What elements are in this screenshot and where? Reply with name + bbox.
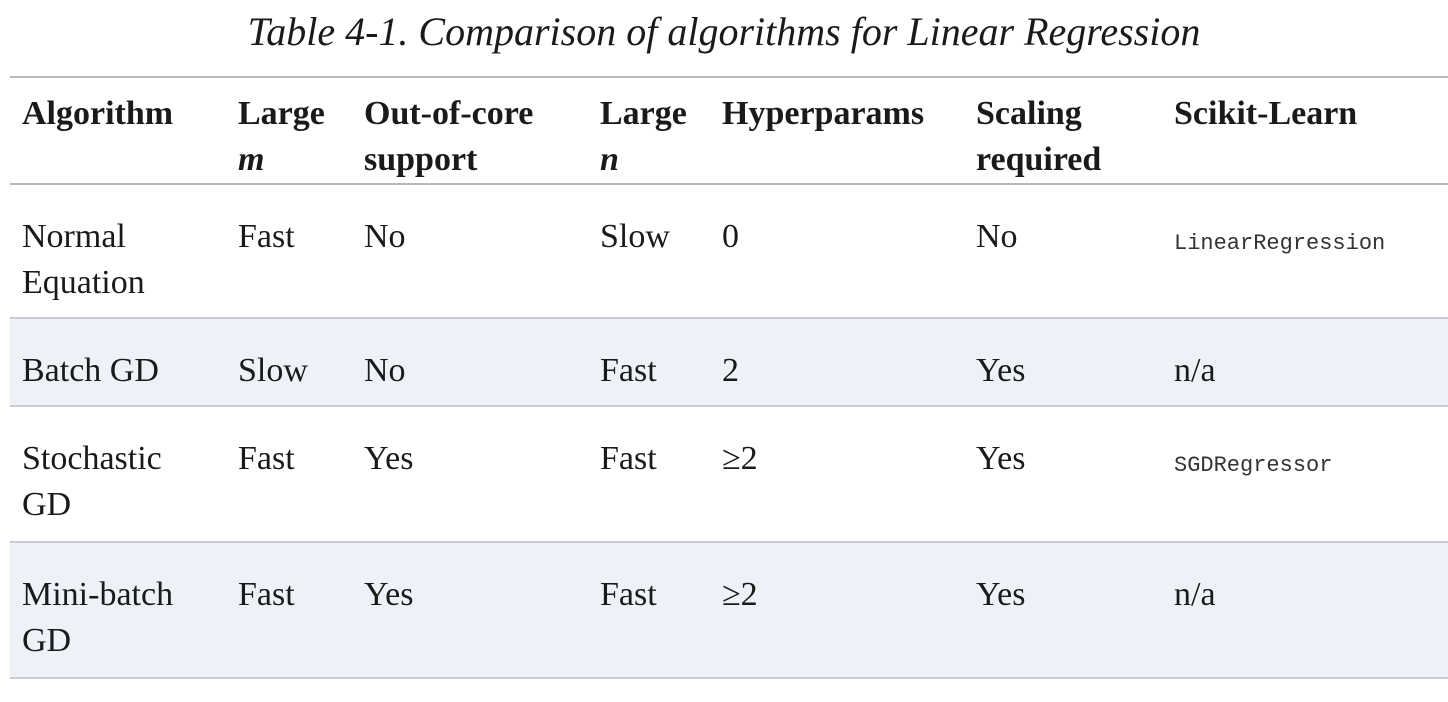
header-out-of-core-line2: support	[364, 141, 478, 178]
cell-hyperparams: 2	[722, 352, 739, 389]
table-row: Normal Equation Fast No Slow 0 No Linear…	[10, 184, 1448, 318]
header-out-of-core-line1: Out-of-core	[364, 95, 534, 132]
cell-large-m: Fast	[238, 218, 295, 255]
cell-large-m: Slow	[238, 352, 308, 389]
cell-algorithm-line2: GD	[22, 486, 72, 523]
table-row: Mini-batch GD Fast Yes Fast ≥2 Yes n/a	[10, 542, 1448, 678]
cell-scaling: Yes	[976, 352, 1026, 389]
cell-algorithm-line1: Batch GD	[22, 352, 159, 389]
cell-scikit-learn: n/a	[1174, 352, 1216, 389]
header-scaling-line2: required	[976, 141, 1102, 178]
cell-scikit-learn: SGDRegressor	[1174, 453, 1333, 478]
cell-algorithm-line2: GD	[22, 622, 72, 659]
comparison-table: Algorithm Large m Out-of-core support La…	[10, 76, 1448, 679]
cell-hyperparams: 0	[722, 218, 739, 255]
table-body: Normal Equation Fast No Slow 0 No Linear…	[10, 184, 1448, 678]
header-out-of-core: Out-of-core support	[352, 77, 588, 184]
table-row: Stochastic GD Fast Yes Fast ≥2 Yes SGDRe…	[10, 406, 1448, 542]
cell-scaling: Yes	[976, 440, 1026, 477]
cell-scikit-learn: n/a	[1174, 576, 1216, 613]
cell-large-n: Fast	[600, 352, 657, 389]
cell-large-n: Fast	[600, 440, 657, 477]
header-large-n-line2: n	[600, 141, 619, 178]
cell-out-of-core: Yes	[364, 576, 414, 613]
cell-algorithm: Mini-batch GD	[10, 542, 226, 678]
header-large-m-line1: Large	[238, 95, 325, 132]
cell-algorithm: Stochastic GD	[10, 406, 226, 542]
table-caption: Table 4-1. Comparison of algorithms for …	[247, 9, 1201, 54]
cell-large-n: Slow	[600, 218, 670, 255]
cell-hyperparams: ≥2	[722, 576, 758, 613]
cell-hyperparams: ≥2	[722, 440, 758, 477]
header-large-n-line1: Large	[600, 95, 687, 132]
header-scikit-learn: Scikit-Learn	[1174, 95, 1358, 132]
cell-algorithm-line2: Equation	[22, 264, 145, 301]
header-scaling: Scaling required	[964, 77, 1162, 184]
header-large-m: Large m	[226, 77, 352, 184]
header-large-n: Large n	[588, 77, 710, 184]
cell-algorithm: Normal Equation	[10, 184, 226, 318]
table-row: Batch GD Slow No Fast 2 Yes n/a	[10, 318, 1448, 406]
cell-out-of-core: No	[364, 218, 406, 255]
header-algorithm: Algorithm	[22, 95, 174, 132]
cell-algorithm-line1: Stochastic	[22, 440, 162, 477]
cell-algorithm-line1: Mini-batch	[22, 576, 174, 613]
header-row: Algorithm Large m Out-of-core support La…	[10, 77, 1448, 184]
header-large-m-line2: m	[238, 141, 265, 178]
table-header: Algorithm Large m Out-of-core support La…	[10, 77, 1448, 184]
cell-algorithm: Batch GD	[10, 318, 226, 406]
cell-scikit-learn: LinearRegression	[1174, 231, 1386, 256]
cell-scaling: Yes	[976, 576, 1026, 613]
cell-large-n: Fast	[600, 576, 657, 613]
cell-scaling: No	[976, 218, 1018, 255]
cell-large-m: Fast	[238, 440, 295, 477]
header-scaling-line1: Scaling	[976, 95, 1082, 132]
cell-out-of-core: No	[364, 352, 406, 389]
header-hyperparams: Hyperparams	[722, 95, 925, 132]
cell-large-m: Fast	[238, 576, 295, 613]
cell-algorithm-line1: Normal	[22, 218, 126, 255]
cell-out-of-core: Yes	[364, 440, 414, 477]
